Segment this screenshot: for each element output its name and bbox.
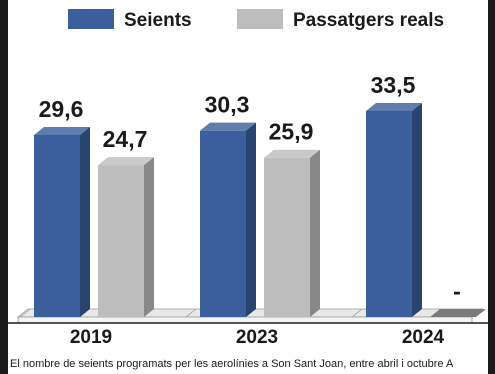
floor-divider <box>185 308 197 318</box>
bar-top <box>366 102 422 111</box>
bar-top <box>200 122 256 131</box>
bar-side <box>80 126 90 318</box>
bar-empty <box>430 309 486 317</box>
bar-top <box>264 149 320 158</box>
chart-legend: Seients Passatgers reals <box>68 9 444 31</box>
legend-swatch-seients <box>68 9 114 29</box>
bar-2023-seients: 30,3 <box>200 92 256 317</box>
bar-side <box>412 102 422 317</box>
x-tick-label-2024: 2024 <box>402 327 445 348</box>
x-tick-label-2023: 2023 <box>236 327 278 348</box>
legend-label-seients: Seients <box>124 10 192 31</box>
bar-top <box>98 157 154 166</box>
legend-swatch-passatgers-reals <box>237 9 283 29</box>
bar-front <box>366 110 412 317</box>
bar-2023-passatgers-reals: 25,9 <box>264 119 320 317</box>
bar-chart: Seients Passatgers reals 29,6 24,7 2019 30,3 2… <box>8 9 488 348</box>
bar-front <box>98 165 144 317</box>
right-border <box>488 0 495 374</box>
bar-front <box>264 157 310 317</box>
bar-side <box>310 149 320 317</box>
floor-front <box>17 316 473 324</box>
legend-label-passatgers-reals: Passatgers reals <box>293 10 444 31</box>
x-tick-label-2019: 2019 <box>70 327 112 348</box>
bar-2019-seients: 29,6 <box>34 96 90 318</box>
bar-2019-passatgers-reals: 24,7 <box>98 126 154 317</box>
floor-divider <box>351 308 363 318</box>
bar-top <box>34 126 90 135</box>
bar-front <box>34 134 80 317</box>
data-label: 25,9 <box>269 119 314 145</box>
data-label: 33,5 <box>371 72 416 98</box>
floor-divider <box>19 308 31 318</box>
bar-2024-seients: 33,5 <box>366 72 422 317</box>
bar-2024-passatgers-reals: - <box>430 278 486 317</box>
bar-side <box>246 122 256 317</box>
bar-front <box>200 130 246 317</box>
data-label: 29,6 <box>39 96 84 122</box>
data-label: 30,3 <box>205 92 250 118</box>
bar-side <box>144 157 154 317</box>
chart-caption: El nombre de seients programats per les … <box>10 358 454 370</box>
data-label: - <box>453 278 461 304</box>
left-border <box>0 0 8 374</box>
data-label: 24,7 <box>103 126 148 152</box>
